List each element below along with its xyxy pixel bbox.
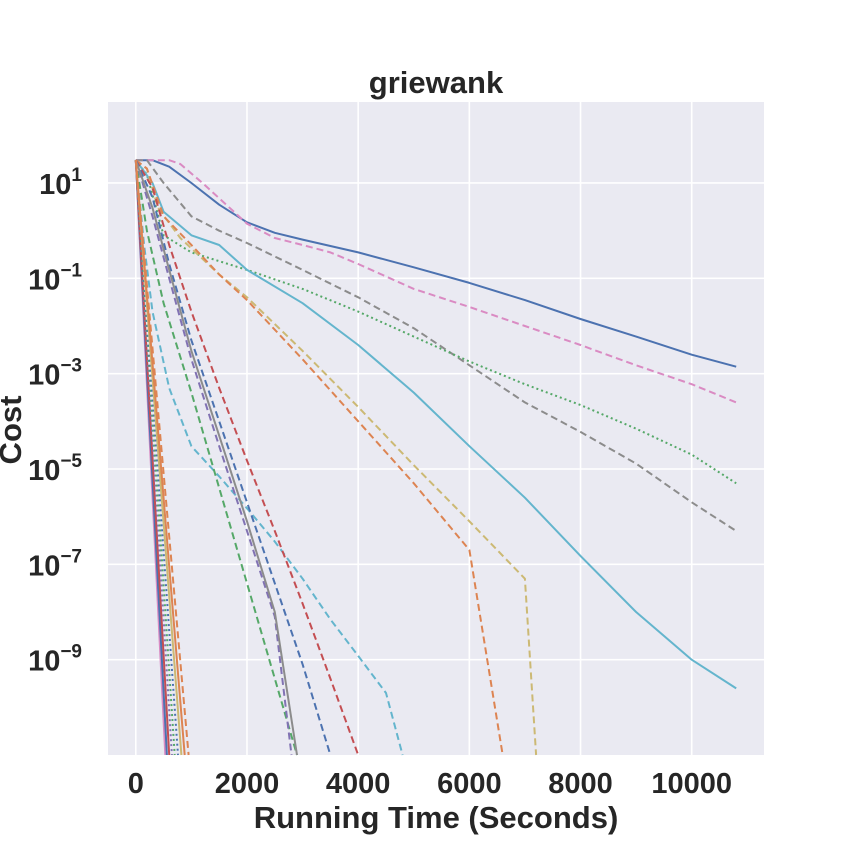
y-tick-label: 10−3	[28, 356, 82, 392]
series-line-9	[134, 159, 360, 756]
x-tick-label: 4000	[326, 768, 391, 800]
y-tick-labels: 101 10−1 10−3 10−5 10−7 10−9	[28, 165, 82, 678]
x-tick-label: 2000	[215, 768, 280, 800]
series-line-17	[134, 160, 173, 756]
x-axis-title: Running Time (Seconds)	[254, 800, 619, 835]
series-line-7	[135, 159, 504, 756]
series-line-12	[134, 159, 293, 756]
y-tick-label: 10−1	[28, 260, 82, 296]
plot-background	[108, 102, 764, 755]
series-line-2	[135, 159, 737, 404]
y-tick-label: 10−5	[28, 451, 82, 487]
series-line-3	[135, 159, 737, 532]
series-line-22	[134, 160, 190, 756]
series-line-18	[134, 160, 176, 756]
series-line-1	[135, 159, 737, 368]
grid	[108, 102, 764, 755]
series-line-13	[134, 159, 298, 756]
x-tick-label: 10000	[651, 768, 732, 800]
y-tick-label: 10−9	[28, 642, 82, 678]
x-tick-labels: 0 2000 4000 6000 8000 10000	[128, 768, 732, 800]
x-tick-label: 8000	[548, 768, 613, 800]
x-tick-label: 6000	[437, 768, 502, 800]
y-axis-title: Cost	[0, 396, 28, 465]
series-line-8	[134, 160, 404, 756]
y-tick-label: 10−7	[28, 546, 82, 582]
series-layer	[134, 159, 737, 756]
series-line-4	[135, 159, 737, 485]
series-line-11	[134, 160, 298, 756]
x-tick-label: 0	[128, 768, 144, 800]
chart-title: griewank	[369, 65, 504, 100]
series-line-19	[134, 160, 179, 756]
series-line-5	[134, 159, 737, 690]
series-line-16	[134, 160, 171, 756]
y-tick-label: 101	[39, 165, 82, 201]
